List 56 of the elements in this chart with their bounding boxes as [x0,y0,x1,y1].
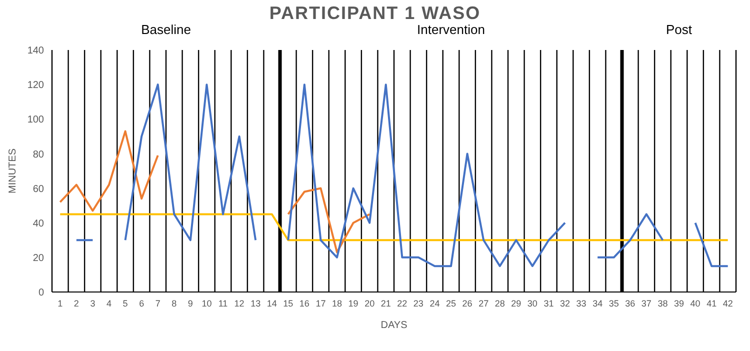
x-tick-label: 15 [283,298,294,308]
x-tick-label: 33 [576,298,586,308]
x-tick-label: 8 [172,298,177,308]
x-tick-label: 10 [202,298,212,308]
x-tick-label: 30 [527,298,538,308]
x-tick-label: 23 [413,298,424,308]
x-tick-label: 17 [316,298,326,308]
x-tick-label: 25 [446,298,456,308]
x-tick-label: 26 [462,298,472,308]
y-tick-label: 40 [32,218,44,230]
x-tick-label: 31 [544,298,554,308]
x-tick-label: 13 [250,298,261,308]
x-tick-label: 34 [592,298,603,308]
y-tick-label: 80 [32,149,44,160]
x-tick-label: 9 [188,298,193,308]
x-tick-label: 12 [234,298,244,308]
x-tick-label: 37 [641,298,652,308]
x-tick-label: 2 [74,298,79,308]
x-tick-label: 1 [58,298,63,308]
x-tick-label: 32 [560,298,570,308]
x-tick-label: 14 [266,298,277,308]
x-tick-label: 41 [706,298,717,308]
y-tick-label: 140 [27,46,44,57]
x-tick-label: 36 [625,298,636,308]
x-tick-label: 27 [478,298,489,308]
text: Baseline [141,22,191,37]
x-tick-label: 42 [722,298,733,308]
y-tick-label: 100 [27,114,44,126]
x-tick-label: 16 [299,298,310,308]
x-tick-label: 11 [218,298,228,308]
y-tick-label: 60 [32,184,44,195]
x-tick-label: 5 [122,298,128,308]
x-axis-title: DAYS [380,320,408,331]
x-tick-label: 21 [380,298,391,308]
x-tick-label: 38 [658,298,668,308]
x-tick-label: 20 [364,298,375,308]
x-tick-label: 18 [332,298,342,308]
x-tick-label: 39 [674,298,684,308]
x-tick-label: 40 [690,298,700,308]
text: Intervention [417,22,485,37]
x-tick-label: 6 [139,298,144,308]
y-tick-label: 20 [32,252,44,264]
x-tick-label: 3 [90,298,96,308]
y-tick-label: 120 [27,80,44,92]
x-tick-label: 35 [608,298,619,308]
x-tick-label: 7 [155,298,160,308]
x-tick-label: 22 [397,298,408,308]
x-tick-label: 29 [511,298,522,308]
x-tick-label: 24 [430,298,440,308]
y-tick-label: 0 [38,288,44,299]
text: Post [666,22,692,37]
x-tick-label: 4 [106,298,112,308]
chart-title: PARTICIPANT 1 WASO [268,3,482,23]
y-axis-title: MINUTES [8,148,19,194]
x-tick-label: 28 [494,298,505,308]
x-tick-label: 19 [348,298,358,308]
